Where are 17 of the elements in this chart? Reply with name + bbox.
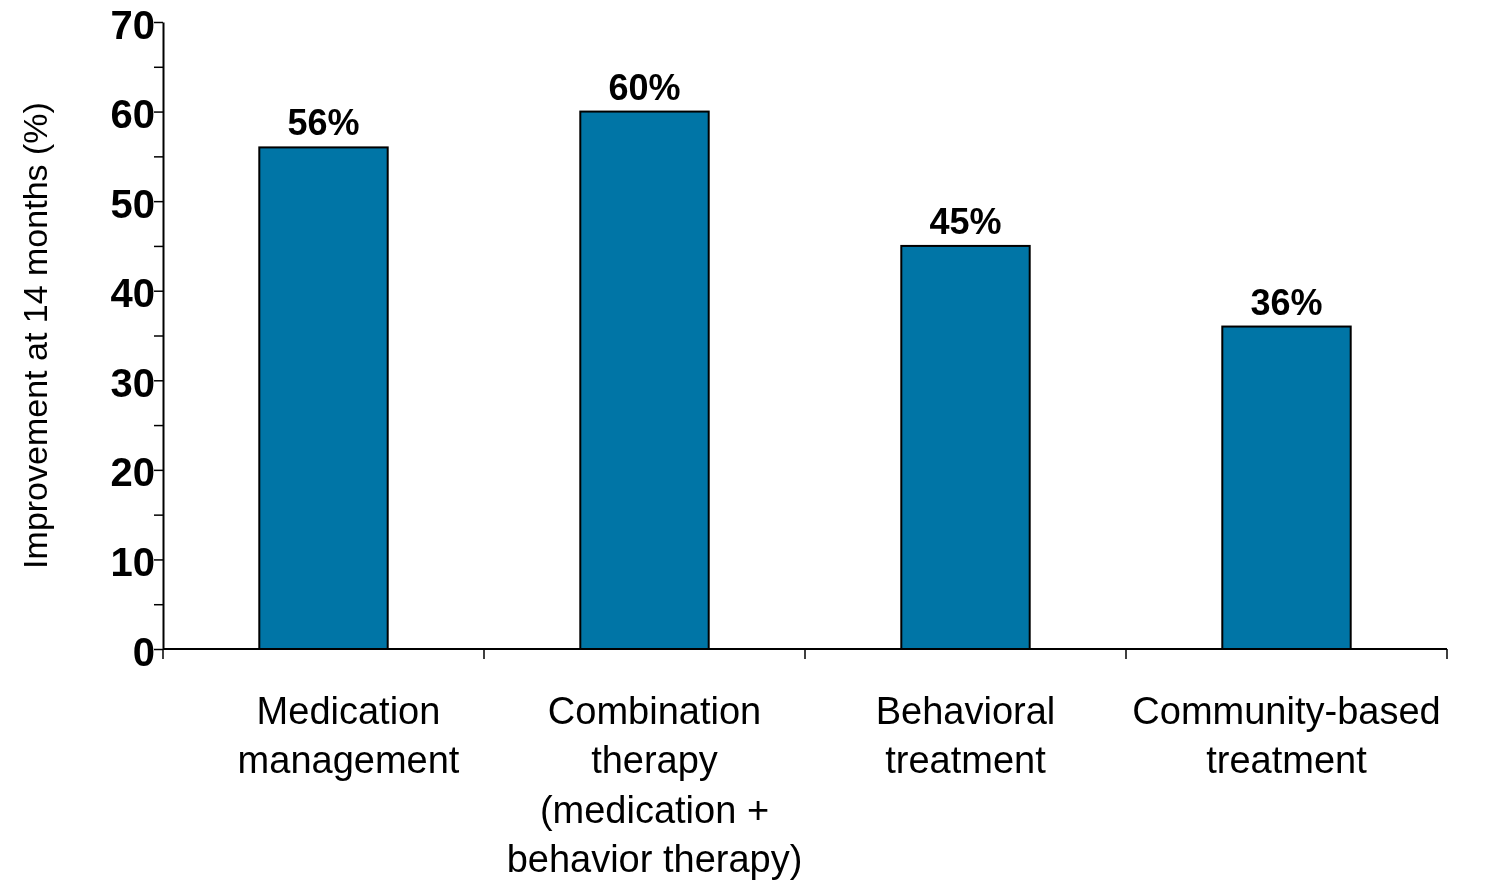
y-tick-label: 10 — [110, 539, 155, 584]
y-tick-label: 40 — [110, 271, 155, 316]
y-tick-label: 20 — [110, 450, 155, 495]
y-tick-label: 0 — [132, 629, 155, 674]
y-tick-label: 70 — [110, 2, 155, 47]
x-tick-label: Community-based treatment — [1132, 690, 1441, 782]
data-label: 56% — [287, 102, 360, 144]
y-axis-title: Improvement at 14 months (%) — [16, 102, 54, 569]
data-label: 45% — [929, 200, 1002, 242]
x-tick-label: Medication management — [237, 690, 460, 782]
x-tick-label: Behavioral treatment — [875, 690, 1056, 782]
x-tick-label: Combination therapy (medication + behavior therapy) — [506, 690, 803, 881]
y-tick-label: 50 — [110, 181, 155, 226]
data-label: 36% — [1250, 281, 1323, 323]
y-tick-label: 30 — [110, 360, 155, 405]
y-tick-label: 60 — [110, 92, 155, 137]
data-label: 60% — [608, 66, 681, 108]
